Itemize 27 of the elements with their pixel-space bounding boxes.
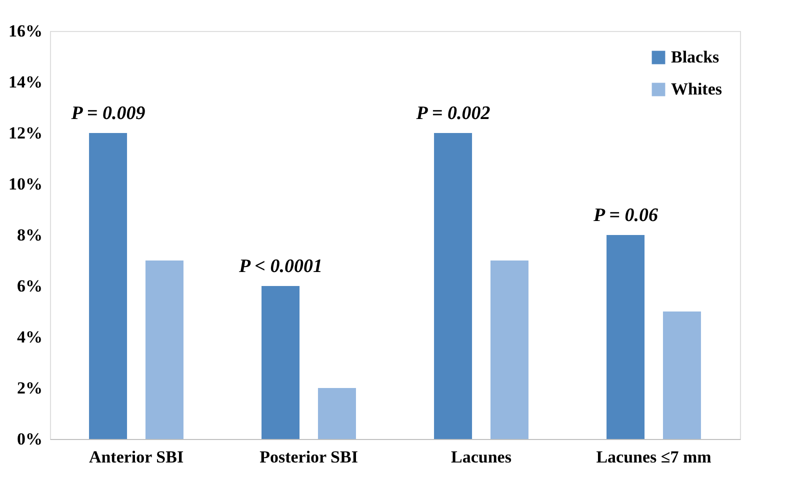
y-tick-label: 6% bbox=[17, 276, 42, 296]
bar bbox=[262, 286, 300, 439]
y-tick-label: 0% bbox=[17, 430, 42, 448]
x-tick-label: Lacunes bbox=[451, 448, 512, 466]
annotation: P = 0.009 bbox=[70, 103, 146, 124]
y-tick-label: 14% bbox=[8, 72, 42, 92]
bar bbox=[606, 235, 645, 439]
y-tick-label: 4% bbox=[17, 328, 42, 346]
bar bbox=[318, 388, 356, 439]
x-tick-label: Anterior SBI bbox=[88, 448, 184, 466]
bar bbox=[89, 133, 128, 439]
bar bbox=[434, 133, 472, 439]
bar bbox=[662, 312, 701, 439]
bar bbox=[490, 260, 528, 439]
x-tick-label: Lacunes ≤7 mm bbox=[596, 448, 712, 466]
y-tick-label: 12% bbox=[8, 124, 42, 142]
legend-label: Blacks bbox=[671, 48, 720, 66]
annotation: P = 0.06 bbox=[592, 205, 658, 226]
annotation: P < 0.0001 bbox=[238, 256, 322, 277]
annotation: P = 0.002 bbox=[415, 103, 491, 124]
x-tick-label: Posterior SBI bbox=[260, 448, 358, 466]
y-tick-label: 8% bbox=[17, 226, 42, 244]
bar bbox=[145, 260, 184, 439]
y-tick-label: 10% bbox=[8, 174, 42, 194]
y-tick-label: 2% bbox=[17, 378, 42, 398]
y-tick-label: 16% bbox=[8, 22, 42, 40]
legend-label: Whites bbox=[671, 80, 722, 98]
